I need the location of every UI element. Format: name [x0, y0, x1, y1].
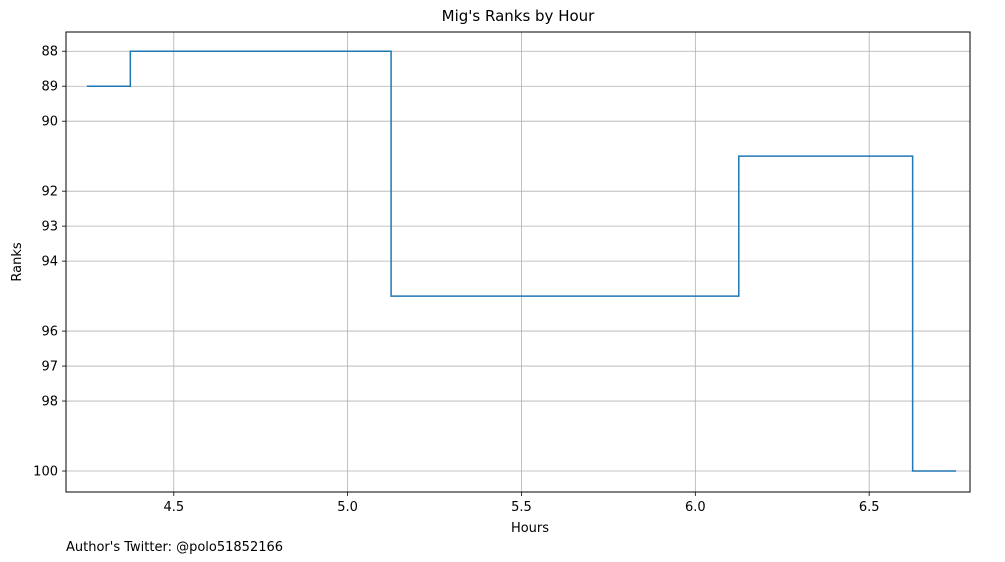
x-tick-label: 5.0	[337, 500, 358, 515]
y-tick-label: 90	[41, 115, 58, 130]
y-tick-label: 98	[41, 395, 58, 410]
y-tick-label: 94	[41, 255, 58, 270]
x-tick-label: 6.5	[859, 500, 880, 515]
plot-frame	[65, 31, 971, 493]
chart-title: Mig's Ranks by Hour	[442, 7, 596, 25]
y-axis-label: Ranks	[10, 242, 25, 281]
y-axis: 88 89 90 92 93 94 96 97 98 100	[33, 45, 66, 480]
y-tick-label: 93	[41, 220, 58, 235]
grid-lines	[66, 32, 970, 492]
y-tick-label: 100	[33, 465, 58, 480]
y-tick-label: 96	[41, 325, 58, 340]
y-tick-label: 92	[41, 185, 58, 200]
x-tick-label: 5.5	[511, 500, 532, 515]
y-tick-label: 88	[41, 45, 58, 60]
rank-step-line	[86, 50, 957, 472]
x-tick-label: 6.0	[685, 500, 706, 515]
x-axis: 4.5 5.0 5.5 6.0 6.5	[163, 492, 880, 515]
y-tick-label: 97	[41, 360, 58, 375]
y-tick-label: 89	[41, 80, 58, 95]
x-axis-label: Hours	[511, 521, 549, 536]
series-layer	[86, 50, 957, 472]
x-tick-label: 4.5	[163, 500, 184, 515]
footer-author-twitter: Author's Twitter: @polo51852166	[66, 540, 283, 555]
